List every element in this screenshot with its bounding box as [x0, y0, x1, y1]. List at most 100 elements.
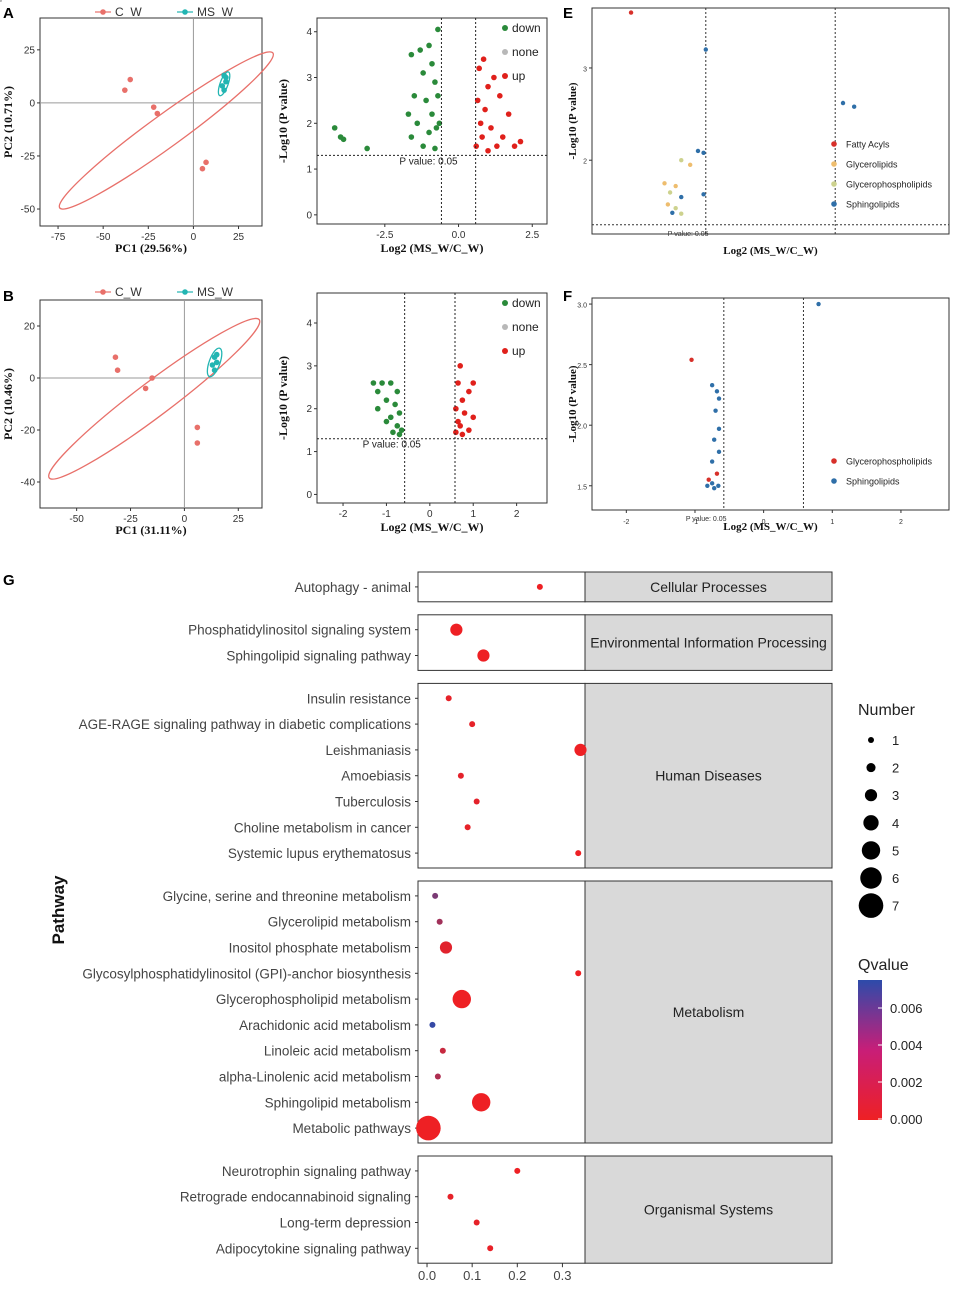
x-axis-title: Log2 (MS_W/C_W) — [723, 245, 818, 257]
pathway-label: Leishmaniasis — [325, 743, 411, 758]
pathway-point — [473, 1219, 480, 1226]
sample-point — [122, 87, 128, 93]
lipid-point — [709, 383, 715, 388]
down-point — [414, 120, 421, 127]
sample-point — [127, 76, 134, 83]
legend-label: down — [512, 296, 541, 310]
size-legend-dot — [864, 789, 878, 802]
up-point — [470, 414, 477, 421]
y-tick-label: 2 — [306, 119, 312, 130]
legend-label: up — [512, 69, 526, 83]
down-point — [331, 125, 338, 131]
legend-key — [831, 141, 837, 147]
legend-label: Sphingolipids — [846, 200, 900, 210]
pathway-point — [429, 1021, 436, 1028]
up-point — [485, 83, 491, 90]
lipid-point — [670, 210, 675, 215]
down-point — [340, 136, 347, 143]
y-tick-label: 20 — [24, 322, 36, 333]
group-plot-box — [417, 571, 586, 603]
down-point — [408, 134, 415, 140]
lipid-point — [679, 211, 684, 216]
down-point — [417, 47, 424, 53]
x-tick-label: -50 — [96, 232, 111, 243]
up-point — [505, 111, 512, 117]
lipid-point — [701, 192, 706, 197]
down-point — [435, 93, 441, 99]
group-strip-label: Organismal Systems — [644, 1202, 773, 1218]
plot-frame — [39, 17, 263, 227]
pathway-label: Glycosylphosphatidylinositol (GPI)-ancho… — [82, 966, 411, 981]
group-strip-label: Human Diseases — [655, 768, 762, 784]
lipid-point — [673, 205, 678, 211]
panel-label: G — [3, 572, 15, 589]
y-tick-label: 0 — [29, 98, 35, 109]
y-axis-title: -Log10 (P value) — [276, 356, 290, 440]
pathway-point — [434, 1073, 441, 1080]
up-point — [497, 93, 503, 99]
x-tick-label: -2 — [339, 509, 348, 520]
pathway-point — [469, 721, 476, 728]
size-legend-dot — [860, 867, 882, 889]
threshold-label: P value: 0.05 — [363, 440, 422, 451]
sample-point — [219, 83, 226, 89]
y-tick-label: 3 — [306, 361, 312, 372]
x-tick-label: 1 — [470, 509, 476, 520]
x-tick-label: -1 — [692, 519, 698, 526]
x-tick-label: -2.5 — [376, 230, 394, 241]
legend-label: C_W — [115, 5, 142, 19]
pathway-label: Retrograde endocannabinoid signaling — [180, 1190, 411, 1205]
y-axis-title: Pathway — [49, 875, 68, 945]
y-tick-label: 0 — [29, 374, 35, 385]
y-axis-title: -Log10 (P value) — [276, 79, 290, 163]
up-point — [480, 56, 487, 62]
size-legend-dot — [866, 763, 876, 773]
legend-key-dot — [182, 9, 188, 15]
lipid-point — [689, 357, 694, 362]
sample-point — [142, 385, 149, 392]
pathway-label: Linoleic acid metabolism — [264, 1044, 411, 1059]
panel-label: A — [3, 5, 14, 22]
x-tick-label: 25 — [233, 232, 245, 243]
down-point — [405, 111, 412, 117]
down-point — [432, 145, 438, 152]
down-point — [426, 42, 432, 49]
legend-key — [502, 25, 508, 31]
size-legend-label: 4 — [892, 816, 899, 831]
up-point — [482, 106, 488, 113]
x-tick-label: 2 — [514, 509, 520, 520]
y-tick-label: -40 — [21, 478, 36, 489]
lipid-point — [701, 150, 706, 156]
legend-key-dot — [100, 9, 106, 15]
y-tick-label: 1.5 — [577, 484, 587, 491]
pathway-label: Long-term depression — [280, 1216, 411, 1231]
pathway-label: Autophagy - animal — [295, 580, 411, 595]
y-axis-title: PC2 (10.46%) — [1, 368, 15, 440]
lipid-point — [714, 389, 720, 394]
pathway-point — [477, 649, 490, 662]
y-tick-label: -20 — [21, 426, 36, 437]
x-tick-label: -2 — [623, 519, 629, 526]
pathway-point — [514, 1167, 521, 1174]
pathway-point — [464, 824, 471, 831]
lipid-point — [695, 148, 701, 154]
down-point — [423, 97, 429, 104]
legend-label: MS_W — [197, 5, 234, 19]
sample-point — [154, 110, 161, 117]
sample-point — [221, 87, 227, 93]
group-plot-box — [417, 1155, 586, 1264]
legend-label: Sphingolipids — [846, 477, 900, 487]
pathway-label: Sphingolipid signaling pathway — [226, 649, 411, 664]
pathway-label: Arachidonic acid metabolism — [239, 1018, 411, 1033]
sample-point — [211, 367, 218, 374]
legend-label: Glycerophospholipids — [846, 457, 933, 467]
x-tick-label: -75 — [51, 232, 66, 243]
x-tick-label: 1 — [830, 519, 834, 526]
x-tick-label: 2.5 — [525, 230, 539, 241]
panel-label: B — [3, 288, 14, 305]
down-point — [394, 423, 401, 429]
lipid-point — [687, 162, 693, 168]
sample-point — [149, 375, 155, 381]
